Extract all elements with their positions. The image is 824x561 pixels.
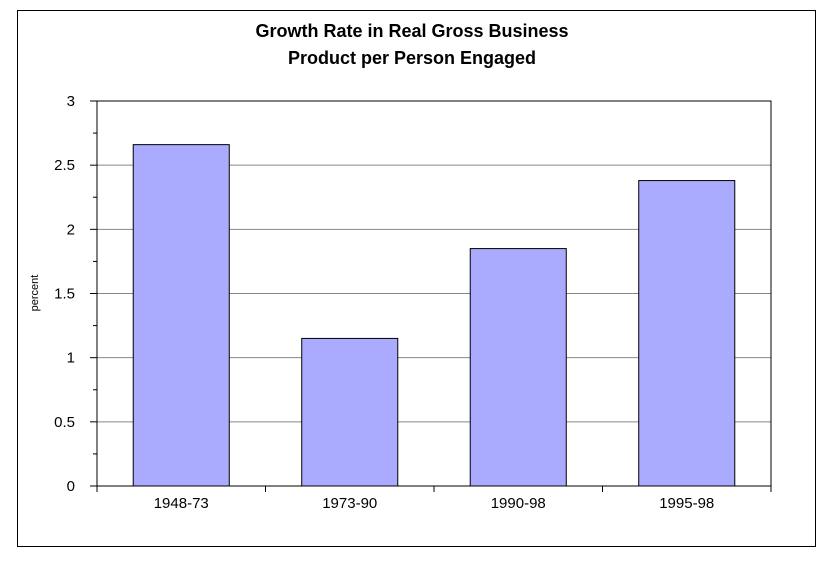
x-tick-label: 1990-98	[491, 495, 546, 512]
x-tick-label: 1995-98	[659, 495, 714, 512]
chart-title-line-1: Growth Rate in Real Gross Business	[255, 21, 568, 41]
y-tick-label: 2.5	[54, 157, 75, 174]
y-tick-label: 1	[67, 350, 75, 367]
plot-area: 0 0.5 1 1.5 2 2.5 3 1948-73 1973-90 1990-98 1995-9…	[54, 93, 772, 512]
x-tick-label: 1973-90	[322, 495, 377, 512]
y-tick-label: 0	[67, 478, 75, 495]
y-tick-label: 0.5	[54, 414, 75, 431]
y-tick-label: 2	[67, 221, 75, 238]
bar-1948-73	[132, 144, 230, 487]
y-axis-label: percent	[29, 275, 41, 312]
chart-title-line-2: Product per Person Engaged	[288, 48, 536, 68]
x-tick-label: 1948-73	[154, 495, 209, 512]
bar-1995-98	[638, 180, 736, 487]
y-tick-label: 3	[67, 93, 75, 110]
y-tick-label: 1.5	[54, 286, 75, 303]
bar-1973-90	[301, 337, 399, 487]
bar-1990-98	[469, 248, 567, 487]
